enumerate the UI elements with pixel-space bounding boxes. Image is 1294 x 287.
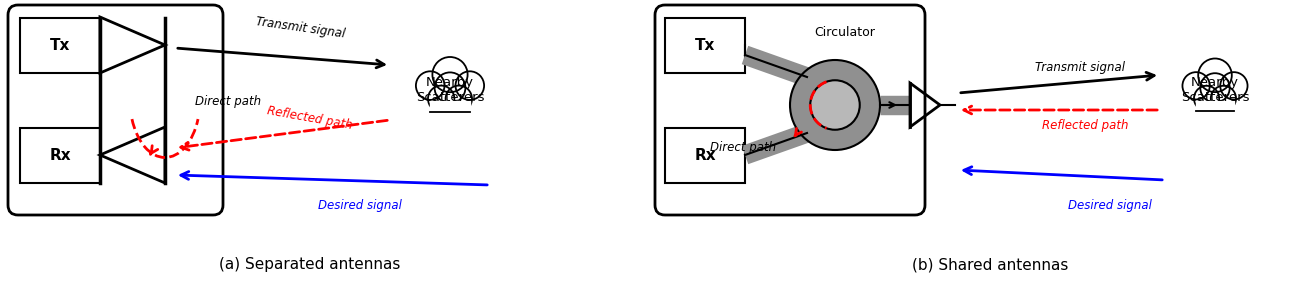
Circle shape <box>455 71 484 100</box>
Text: Desired signal: Desired signal <box>318 199 402 212</box>
Circle shape <box>1183 72 1210 100</box>
Text: Reflected path: Reflected path <box>1042 119 1128 131</box>
Bar <box>19 18 100 73</box>
Text: Transmit signal: Transmit signal <box>1035 61 1124 73</box>
Text: Nearby
Scatterers: Nearby Scatterers <box>415 76 484 104</box>
Circle shape <box>435 72 466 103</box>
Circle shape <box>791 60 880 150</box>
Bar <box>665 18 745 73</box>
Circle shape <box>1201 73 1229 102</box>
Text: Circulator: Circulator <box>814 26 876 38</box>
Circle shape <box>1198 59 1232 92</box>
Text: Tx: Tx <box>695 38 716 53</box>
Circle shape <box>1220 72 1247 100</box>
Circle shape <box>432 57 467 92</box>
Circle shape <box>415 71 445 100</box>
Circle shape <box>1194 86 1219 111</box>
Bar <box>19 128 100 183</box>
Text: Nearby
Scatterers: Nearby Scatterers <box>1180 76 1249 104</box>
Text: Direct path: Direct path <box>710 141 776 154</box>
Text: Reflected path: Reflected path <box>267 104 353 132</box>
Text: Rx: Rx <box>49 148 71 162</box>
Text: Rx: Rx <box>694 148 716 162</box>
Text: Transmit signal: Transmit signal <box>255 15 345 41</box>
Text: (a) Separated antennas: (a) Separated antennas <box>219 257 401 272</box>
Bar <box>665 128 745 183</box>
Circle shape <box>428 86 454 112</box>
Circle shape <box>810 80 859 130</box>
Text: Direct path: Direct path <box>195 96 261 108</box>
Text: (b) Shared antennas: (b) Shared antennas <box>912 257 1068 272</box>
Circle shape <box>1211 86 1236 111</box>
Text: Desired signal: Desired signal <box>1068 199 1152 212</box>
Circle shape <box>445 86 472 112</box>
Text: Tx: Tx <box>49 38 70 53</box>
